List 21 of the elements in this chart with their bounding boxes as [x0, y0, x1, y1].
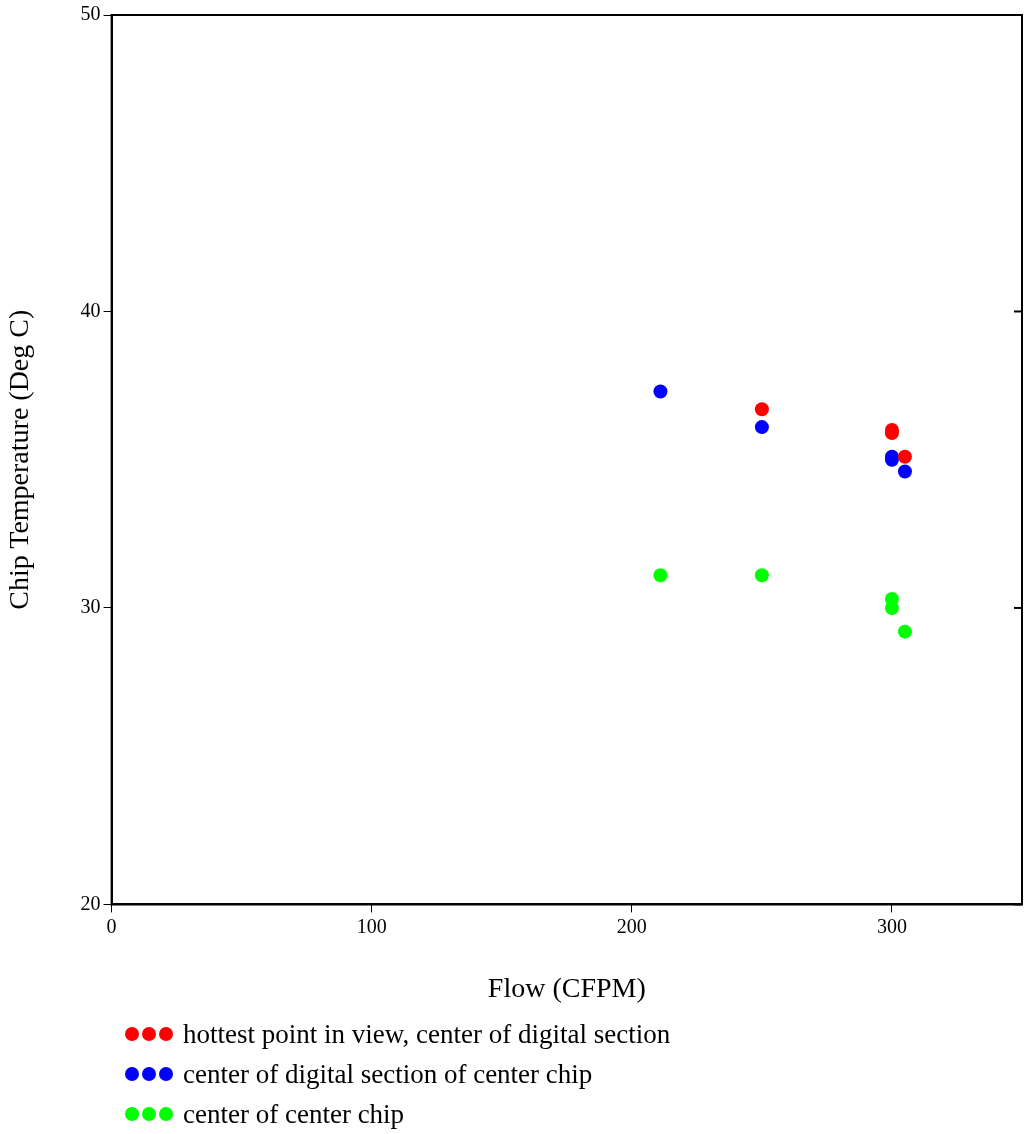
- x-tick-label: 100: [356, 914, 387, 937]
- point: [897, 464, 912, 479]
- point: [754, 420, 769, 435]
- point: [754, 402, 769, 417]
- x-tick-label: 200: [616, 914, 647, 937]
- point: [897, 624, 912, 639]
- point: [653, 384, 668, 399]
- legend-label: center of center chip: [183, 1098, 405, 1131]
- x-axis-title: Flow (CFPM): [487, 971, 646, 1003]
- y-tick-label: 40: [80, 298, 101, 321]
- y-tick-label: 20: [80, 891, 101, 914]
- x-tick-label: 0: [106, 914, 117, 937]
- point: [754, 568, 769, 583]
- legend-label: center of digital section of center chip: [183, 1058, 593, 1091]
- y-tick-label: 30: [80, 595, 101, 618]
- y-tick-label: 50: [80, 2, 101, 25]
- point: [653, 568, 668, 583]
- legend-label: hottest point in view, center of digital section: [183, 1018, 671, 1051]
- point: [897, 449, 912, 464]
- y-axis-title: Chip Temperature (Deg C): [3, 309, 35, 610]
- x-tick-label: 300: [876, 914, 907, 937]
